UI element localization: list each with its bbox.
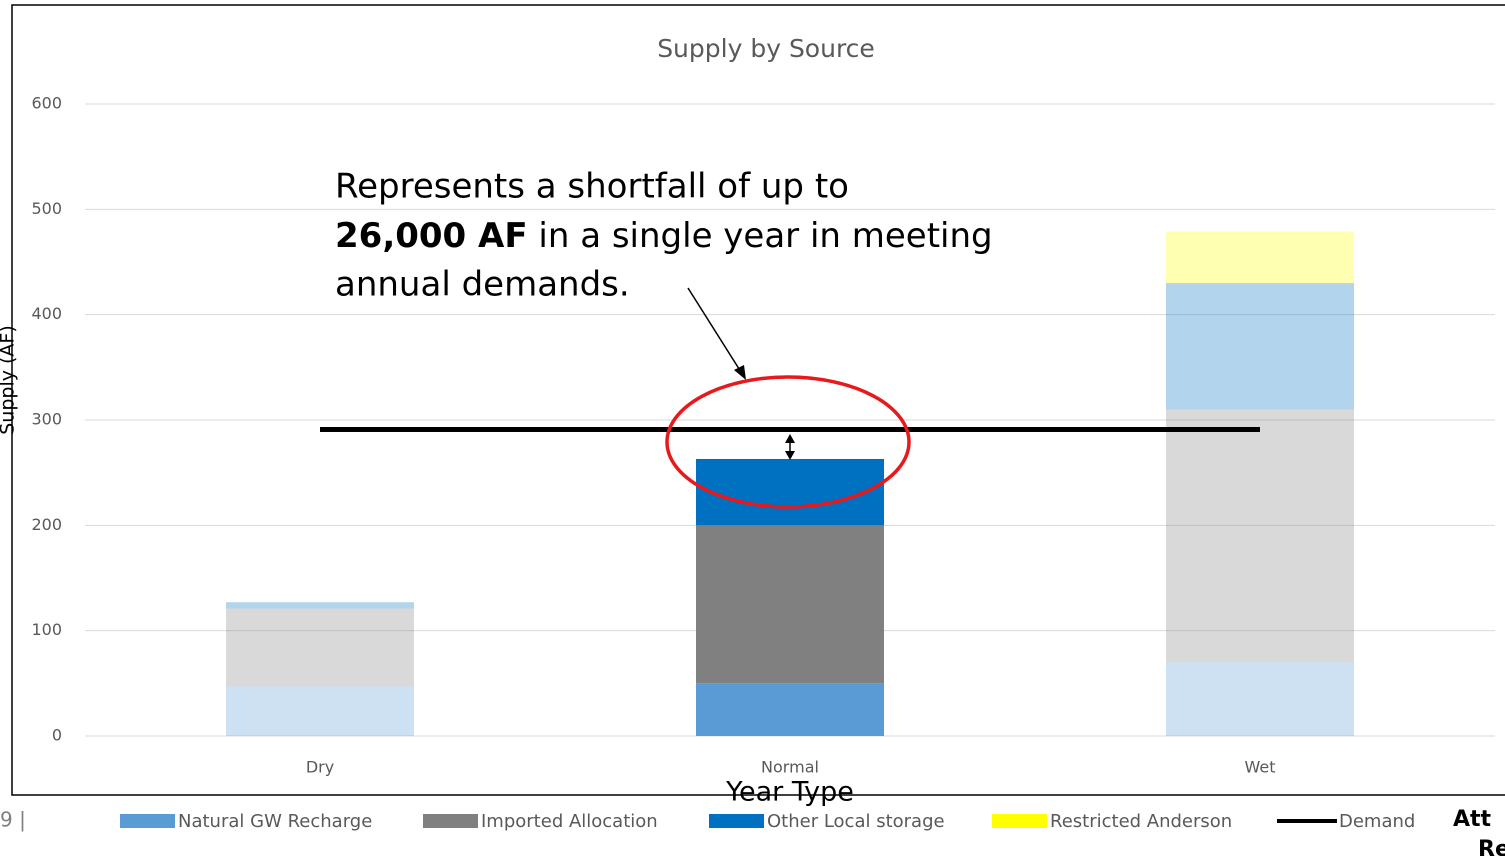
footer-text: Att: [1453, 807, 1492, 832]
annotation-arrow: [687, 287, 742, 373]
bar-segment: [1166, 409, 1354, 663]
arrow-head: [785, 451, 795, 460]
annotation-text: in a single year in meeting: [528, 216, 993, 256]
x-tick-label: Wet: [1245, 758, 1276, 777]
annotation-bold: 26,000 AF: [335, 216, 528, 256]
arrow-head: [734, 365, 746, 380]
x-axis-label: Year Type: [725, 777, 854, 808]
page-number: 9 |: [0, 808, 26, 832]
y-tick-label: 300: [31, 410, 62, 429]
legend-swatch: [120, 814, 175, 828]
annotation-text: Represents a shortfall of up to: [335, 167, 849, 207]
annotation: Represents a shortfall of up to 26,000 A…: [335, 167, 993, 305]
plot-area: 0 100 200 300 400 500 600 Dry Normal Wet: [31, 94, 1495, 777]
bar-segment: [696, 525, 884, 684]
x-tick-label: Dry: [306, 758, 334, 777]
legend: Natural GW Recharge Imported Allocation Ot…: [120, 811, 1415, 832]
y-tick-label: 200: [31, 515, 62, 534]
legend-label: Demand: [1339, 811, 1415, 832]
annotation-text: annual demands.: [335, 265, 630, 305]
y-tick-label: 400: [31, 304, 62, 323]
chart-frame: [11, 4, 1505, 796]
bar-segment: [1166, 231, 1354, 284]
y-tick-label: 100: [31, 620, 62, 639]
legend-swatch: [709, 814, 764, 828]
annotation-text: 26,000 AF in a single year in meeting: [335, 216, 993, 256]
bar-segment: [226, 686, 414, 736]
arrow-head: [785, 434, 795, 443]
legend-label: Imported Allocation: [481, 811, 658, 832]
highlight-ellipse: [665, 375, 911, 509]
legend-swatch: [992, 814, 1047, 828]
y-axis-label: Supply (AF): [0, 325, 19, 435]
bar-segment: [696, 683, 884, 736]
y-tick-label: 0: [52, 726, 62, 745]
bar-segment: [1166, 662, 1354, 736]
legend-label: Other Local storage: [767, 811, 945, 832]
chart-title: Supply by Source: [657, 34, 875, 63]
bar-segment: [226, 608, 414, 687]
legend-swatch: [423, 814, 478, 828]
bar-segment: [696, 458, 884, 526]
legend-label: Restricted Anderson: [1050, 811, 1232, 832]
footer-text: Re: [1478, 837, 1505, 856]
y-tick-label: 600: [31, 94, 62, 113]
x-tick-label: Normal: [761, 758, 819, 777]
bar-segment: [226, 602, 414, 609]
legend-label: Natural GW Recharge: [178, 811, 372, 832]
bar-segment: [1166, 283, 1354, 410]
y-tick-label: 500: [31, 199, 62, 218]
